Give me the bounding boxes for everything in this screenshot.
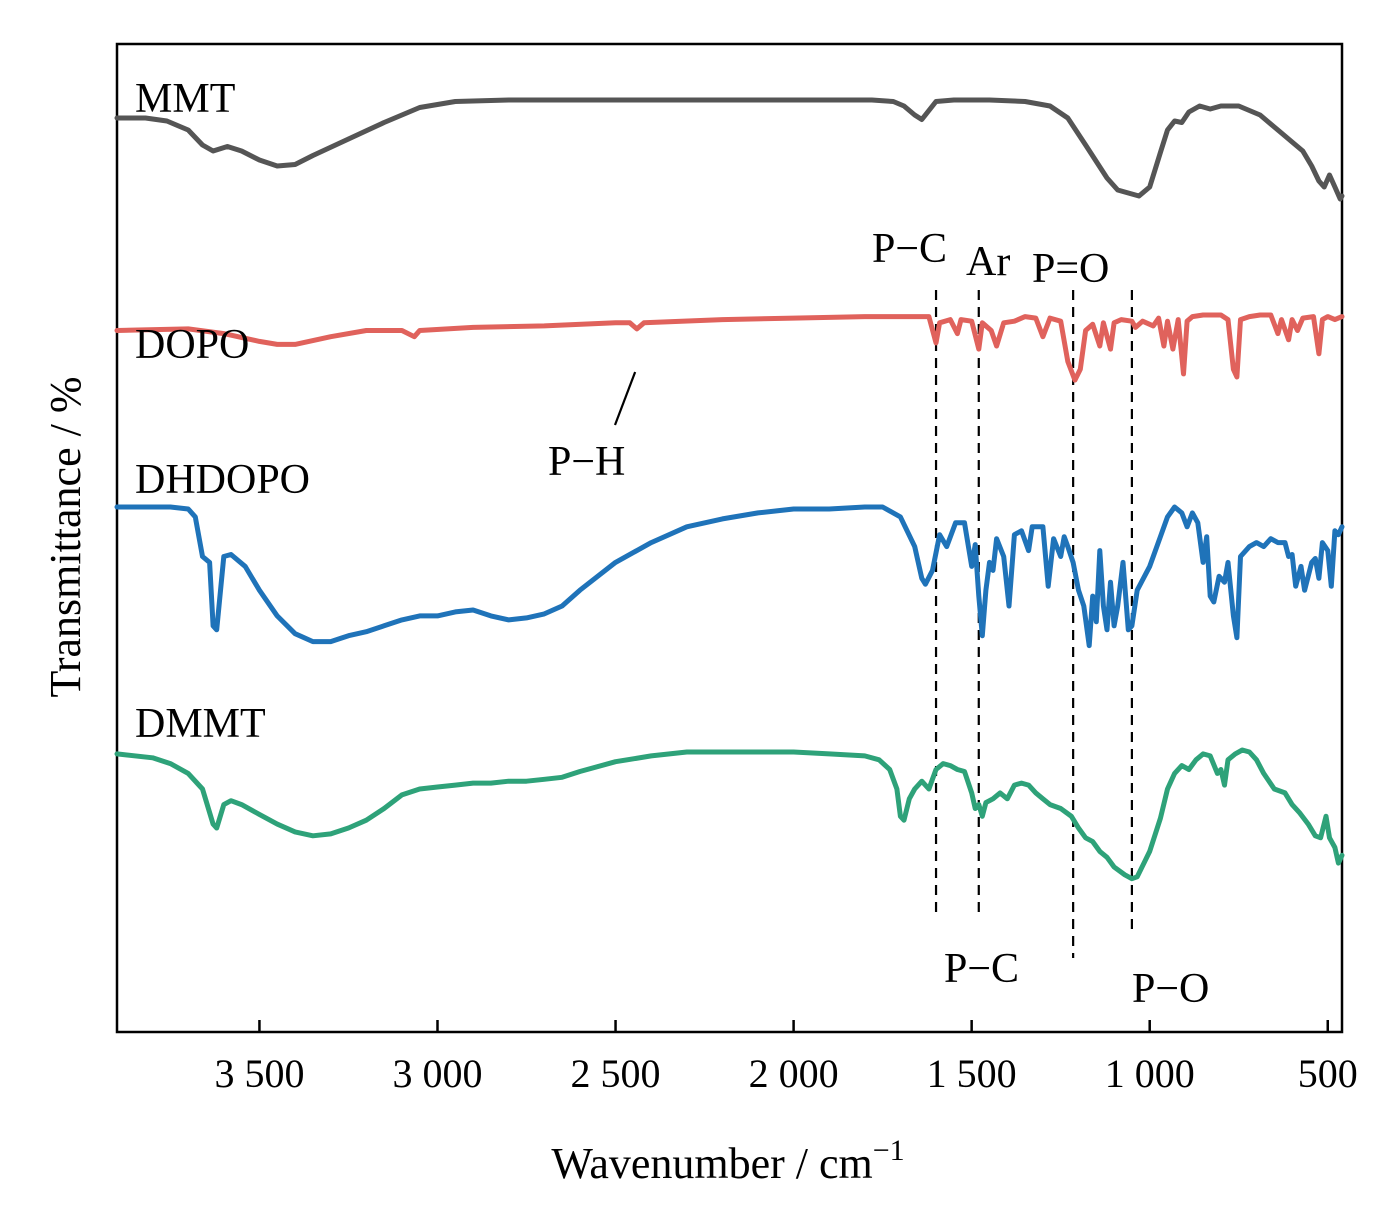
annotation-pointer: [613, 371, 637, 426]
annotation-0: P−H: [548, 439, 625, 485]
series-label-mmt: MMT: [135, 76, 235, 122]
x-tick-label: 3 000: [392, 1051, 482, 1096]
series-label-dhdopo: DHDOPO: [135, 457, 310, 503]
x-axis-title-text: Wavenumber / cm: [551, 1139, 872, 1188]
plot-frame: [115, 42, 1344, 1034]
annotation-2: Ar: [966, 239, 1010, 285]
trace-dmmt: [114, 747, 1345, 882]
trace-mmt: [114, 97, 1345, 202]
y-axis-title: Transmittance / %: [41, 377, 90, 698]
series-labels: MMT DOPO DHDOPO DMMT: [135, 76, 310, 747]
trace-dhdopo: [114, 504, 1345, 649]
x-axis-title: Wavenumber / cm−1: [551, 1134, 904, 1188]
spectra-traces: [114, 97, 1345, 882]
x-tick-label: 500: [1298, 1051, 1358, 1096]
annotation-4: P−C: [944, 946, 1019, 992]
peak-annotations: P−H P−C Ar P=O P−C P−O: [548, 226, 1209, 1012]
x-tick-label: 3 500: [214, 1051, 304, 1096]
annotation-5: P−O: [1132, 966, 1209, 1012]
annotation-3: P=O: [1032, 246, 1109, 292]
x-tick-label: 2 500: [571, 1051, 661, 1096]
x-axis-ticks: 3 500 3 000 2 500 2 000 1 500 1 000 500: [214, 1020, 1358, 1096]
series-label-dmmt: DMMT: [135, 701, 266, 747]
x-axis-title-superscript: −1: [873, 1134, 905, 1167]
trace-dopo: [114, 312, 1345, 383]
x-tick-label: 2 000: [749, 1051, 839, 1096]
series-label-dopo: DOPO: [135, 322, 249, 368]
x-tick-label: 1 000: [1105, 1051, 1195, 1096]
annotation-1: P−C: [872, 226, 947, 272]
reference-guides: [934, 290, 1133, 958]
x-tick-label: 1 500: [927, 1051, 1017, 1096]
